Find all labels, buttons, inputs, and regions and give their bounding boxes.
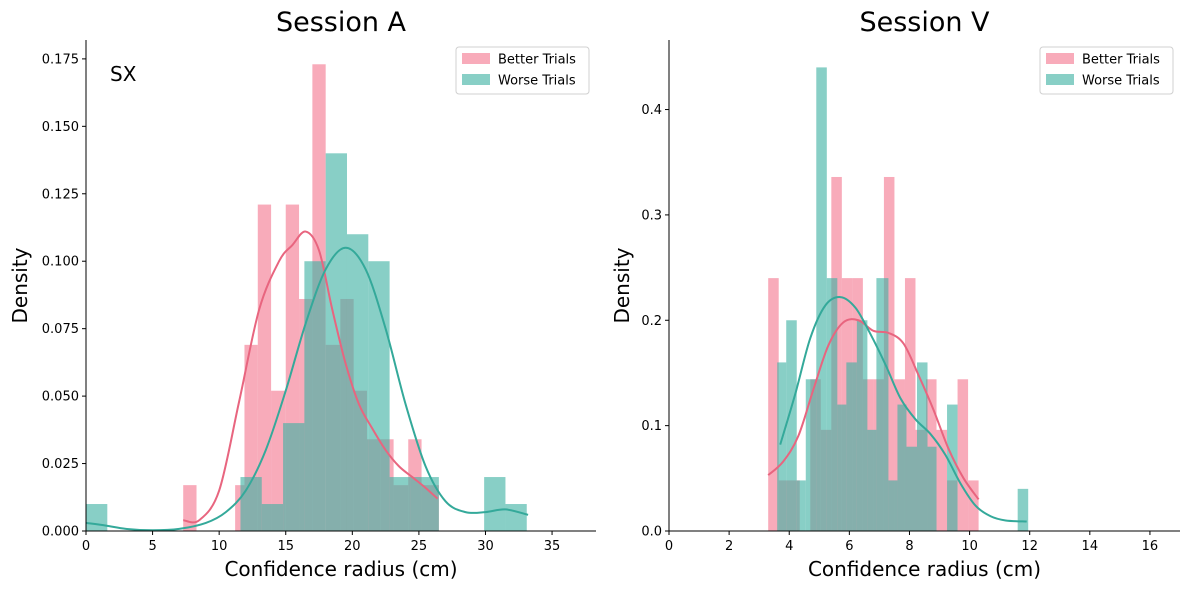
y-tick-label: 0.050 <box>42 390 79 405</box>
hist-bar-worse <box>261 504 284 531</box>
hist-bar-worse <box>484 477 506 531</box>
hist-bar-worse <box>906 446 917 531</box>
panel-session-v: 0 2 4 6 8 10 12 14 16 0.0 0.1 0.2 0.3 0.4 Confidence r… <box>610 7 1180 581</box>
hist-bar-worse <box>796 480 806 531</box>
x-tick-label: 5 <box>148 539 156 554</box>
hist-bar-better <box>183 485 197 531</box>
y-tick-label: 0.100 <box>42 255 79 270</box>
hist-bar-worse <box>368 261 390 531</box>
hist-bar-better <box>883 176 895 531</box>
x-tick-label: 6 <box>845 539 853 554</box>
hist-bar-worse <box>856 320 868 531</box>
x-tick-label: 15 <box>277 539 294 554</box>
hist-bar-worse <box>846 362 857 531</box>
legend-label-worse: Worse Trials <box>498 74 576 89</box>
x-axis-label: Confidence radius (cm) <box>224 557 457 581</box>
hist-bar-worse <box>876 278 889 531</box>
hist-bar-worse <box>837 404 847 531</box>
hist-bar-better <box>936 429 948 531</box>
x-tick-label: 10 <box>961 539 978 554</box>
hist-bar-worse <box>927 446 937 531</box>
y-tick-label: 0.025 <box>42 457 79 472</box>
y-tick-label: 0.125 <box>42 187 79 202</box>
x-tick-label: 10 <box>211 539 228 554</box>
legend-label-better: Better Trials <box>498 53 576 68</box>
y-tick-label: 0.2 <box>641 314 662 329</box>
x-tick-label: 8 <box>905 539 913 554</box>
hist-bar-worse <box>240 477 262 531</box>
y-tick-label: 0.175 <box>42 52 79 67</box>
kde-line-worse <box>85 246 529 532</box>
legend-label-better: Better Trials <box>1082 53 1160 68</box>
hist-bar-worse <box>304 261 326 531</box>
y-axis-label: Density <box>610 247 634 323</box>
x-tick-label: 0 <box>82 539 90 554</box>
legend: Better Trials Worse Trials <box>455 46 590 95</box>
kde-line-worse <box>779 296 1027 523</box>
hist-bar-worse <box>916 362 928 531</box>
hist-bar-worse <box>86 504 108 531</box>
kde-line-better <box>183 230 439 524</box>
chart-title: Session A <box>276 7 407 38</box>
y-tick-label: 0.4 <box>641 103 662 118</box>
y-axis-label: Density <box>8 247 32 323</box>
x-tick-label: 25 <box>411 539 428 554</box>
kde-line-better <box>767 318 980 500</box>
panel-session-a: 0 5 10 15 20 25 30 35 0.000 0.025 0.050 0.075 0.100 0… <box>8 7 596 581</box>
hist-bar-worse <box>389 477 411 531</box>
y-tick-label: 0.3 <box>641 208 662 223</box>
hist-bar-worse <box>867 429 877 531</box>
hist-bar-worse <box>888 480 898 531</box>
x-axis-label: Confidence radius (cm) <box>808 557 1041 581</box>
hist-bar-worse <box>897 404 907 531</box>
hist-bar-worse <box>786 320 797 531</box>
x-tick-label: 30 <box>477 539 494 554</box>
legend-swatch-better <box>462 53 490 64</box>
hist-bar-worse <box>325 153 347 532</box>
hist-bar-worse <box>826 278 838 531</box>
panel-annotation: SX <box>110 62 137 86</box>
hist-bar-better <box>904 278 916 531</box>
hist-bar-worse <box>283 423 305 531</box>
hist-bar-better <box>968 480 979 531</box>
hist-bar-worse <box>777 362 787 531</box>
x-tick-label: 12 <box>1021 539 1038 554</box>
hist-bar-worse <box>505 504 527 531</box>
x-tick-label: 4 <box>785 539 793 554</box>
hist-bar-worse <box>805 379 817 531</box>
x-tick-label: 2 <box>725 539 733 554</box>
x-tick-label: 16 <box>1142 539 1159 554</box>
hist-bar-better <box>768 278 779 531</box>
y-tick-label: 0.075 <box>42 322 79 337</box>
legend-label-worse: Worse Trials <box>1082 74 1160 89</box>
chart-title: Session V <box>859 7 990 38</box>
x-tick-label: 20 <box>344 539 361 554</box>
hist-bar-worse <box>1017 488 1029 531</box>
legend-swatch-worse <box>462 74 490 85</box>
y-tick-label: 0.150 <box>42 120 79 135</box>
x-tick-label: 0 <box>665 539 673 554</box>
x-tick-label: 14 <box>1082 539 1099 554</box>
hist-bar-worse <box>346 234 369 531</box>
x-tick-label: 35 <box>544 539 561 554</box>
legend: Better Trials Worse Trials <box>1039 46 1174 95</box>
y-tick-label: 0.0 <box>641 525 662 540</box>
hist-bar-better <box>957 379 969 531</box>
hist-bar-worse <box>816 67 827 532</box>
legend-swatch-better <box>1046 53 1074 64</box>
y-tick-label: 0.1 <box>641 419 662 434</box>
y-tick-label: 0.000 <box>42 525 79 540</box>
legend-swatch-worse <box>1046 74 1074 85</box>
hist-bar-better <box>235 485 245 531</box>
